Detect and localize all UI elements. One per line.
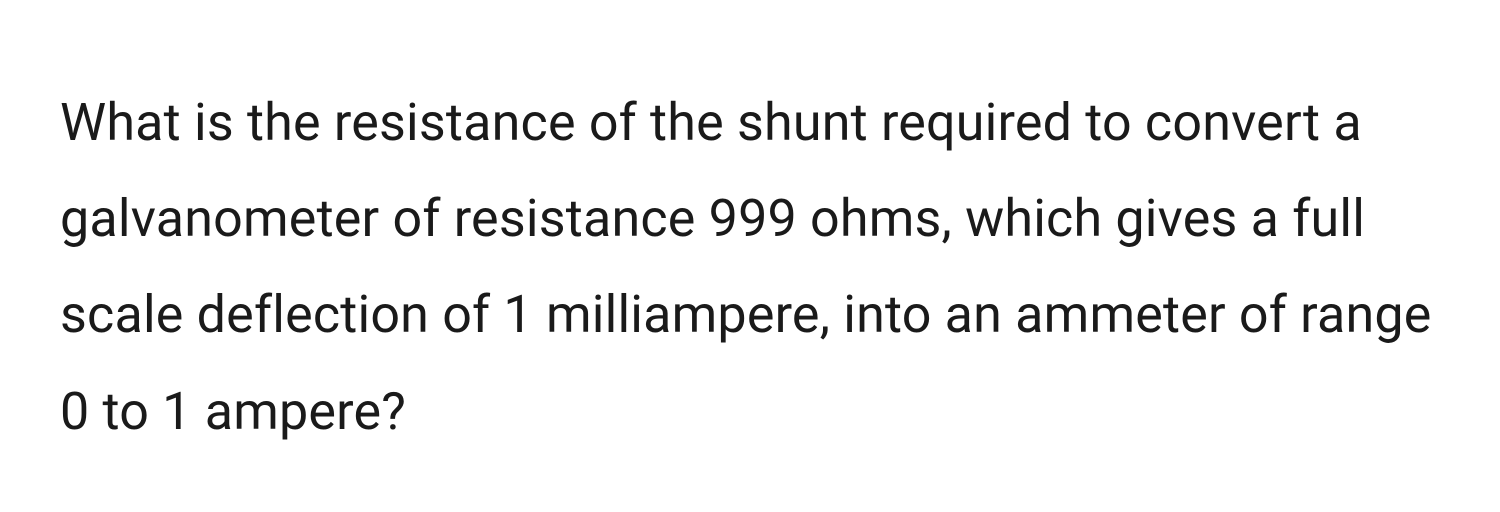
question-text: What is the resistance of the shunt requ… <box>60 75 1440 460</box>
question-container: What is the resistance of the shunt requ… <box>0 0 1500 512</box>
